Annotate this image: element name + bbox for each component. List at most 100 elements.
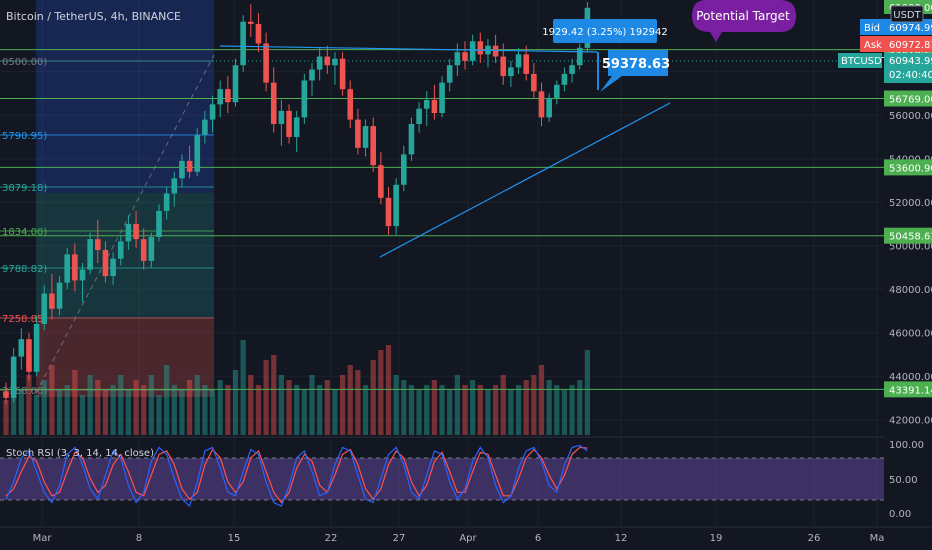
volume-bar: [309, 375, 315, 435]
candle-body: [64, 254, 70, 283]
volume-bar: [401, 380, 407, 435]
volume-bar: [500, 375, 506, 435]
volume-bar: [370, 360, 376, 435]
candle-body: [87, 239, 93, 270]
volume-bar: [263, 360, 269, 435]
last-price-tag: [884, 53, 932, 83]
volume-bar: [385, 345, 392, 435]
chart-title: Bitcoin / TetherUS, 4h, BINANCE: [6, 10, 181, 23]
volume-bar: [34, 395, 40, 435]
volume-bar: [324, 380, 330, 435]
candle-body: [324, 56, 331, 66]
candle-body: [576, 47, 583, 66]
fib-level-label: 5790.95): [2, 131, 47, 142]
level-price-label: 43391.14: [889, 385, 932, 396]
price-range-measure: 1929.42 (3.25%) 192942: [542, 19, 668, 90]
currency-button-label[interactable]: USDT: [893, 10, 921, 21]
volume-bar: [454, 375, 460, 435]
volume-bar: [355, 370, 361, 435]
target-text: Potential Target: [696, 9, 790, 23]
volume-bar: [240, 340, 246, 435]
volume-bar: [378, 350, 384, 435]
candle-body: [217, 89, 223, 105]
volume-bar: [393, 375, 399, 435]
fib-retracement: 0500.00) 5790.95) 3879.18) 1834.00) 9788.82)…: [0, 57, 214, 397]
candle-body: [508, 67, 514, 77]
volume-bar: [485, 390, 491, 435]
candles: [3, 2, 591, 405]
countdown-timer: 02:40:40: [889, 70, 932, 81]
candle-body: [148, 236, 155, 261]
resistance-trendline: [219, 45, 598, 53]
time-tick-label: 6: [535, 533, 541, 544]
candle-body: [401, 154, 407, 185]
candle-body: [408, 123, 415, 155]
price-tick-label: 52000.00: [889, 198, 932, 209]
rsi-tick-label: 50.00: [889, 475, 918, 486]
time-tick-label: Apr: [459, 533, 477, 544]
level-price-label: 56769.00: [889, 95, 932, 106]
candle-body: [232, 65, 239, 103]
candle-body: [554, 84, 560, 98]
candle-body: [171, 178, 178, 194]
volume-bar: [538, 365, 545, 435]
candle-body: [202, 119, 208, 135]
candle-body: [270, 82, 277, 124]
rsi-tick-label: 100.00: [889, 440, 924, 451]
volume-bar: [202, 385, 208, 435]
volume-bar: [11, 385, 17, 435]
candle-body: [301, 80, 308, 118]
volume-bar: [515, 385, 522, 435]
candle-body: [347, 89, 354, 120]
time-tick-label: 12: [615, 533, 628, 544]
price-tick-label: 50000.00: [889, 242, 932, 253]
measure-label-text: 1929.42 (3.25%) 192942: [542, 27, 667, 38]
volume-bar: [26, 375, 32, 435]
volume-bar: [584, 350, 590, 435]
candle-body: [309, 69, 315, 81]
candle-body: [286, 110, 292, 137]
volume-bar: [301, 390, 307, 435]
ask-label: Ask: [864, 40, 882, 51]
fib-level-label: 3879.18): [2, 183, 47, 194]
candle-body: [416, 108, 422, 124]
volume-bar: [561, 390, 568, 435]
candle-body: [49, 293, 55, 309]
time-axis[interactable]: Mar 8 15 22 27 Apr 6 12 19 26 Ma: [0, 526, 932, 544]
candle-body: [263, 43, 269, 83]
time-tick-label: 27: [393, 533, 406, 544]
volume-bar: [64, 385, 70, 435]
price-tick-label: 44000.00: [889, 372, 932, 383]
level-price-tag: [884, 90, 932, 107]
volume-bar: [133, 380, 139, 435]
position-profit-zone: [36, 193, 214, 319]
currency-button[interactable]: USDT: [890, 5, 924, 23]
volume-bar: [286, 380, 292, 435]
candle-body: [248, 21, 254, 24]
volume-bar: [439, 385, 445, 435]
volume-bar: [577, 380, 583, 435]
volume-bar: [362, 385, 369, 435]
candle-body: [370, 126, 376, 166]
candle-body: [339, 58, 346, 90]
candle-body: [163, 193, 170, 211]
time-tick-label: 8: [136, 533, 142, 544]
volume-bar: [179, 390, 185, 435]
candle-body: [538, 91, 545, 118]
symbol-tag: [838, 53, 882, 68]
candle-body: [423, 100, 430, 109]
volume-bar: [248, 375, 254, 435]
level-price-tag: [884, 227, 932, 244]
volume-bar: [217, 380, 223, 435]
candle-body: [26, 339, 32, 372]
ask-value: 60972.81: [889, 40, 932, 51]
price-tick-label: 46000.00: [889, 329, 932, 340]
currency-button-box[interactable]: [890, 5, 924, 23]
candle-body: [316, 56, 323, 70]
volume-bar: [95, 380, 101, 435]
target-bubble: [692, 0, 796, 42]
quote-panel: 61000.00Bid60974.99Ask60972.81BTCUSDT609…: [838, 0, 932, 83]
last-price-value: 60943.99: [889, 56, 932, 67]
time-tick-label: Mar: [33, 533, 53, 544]
